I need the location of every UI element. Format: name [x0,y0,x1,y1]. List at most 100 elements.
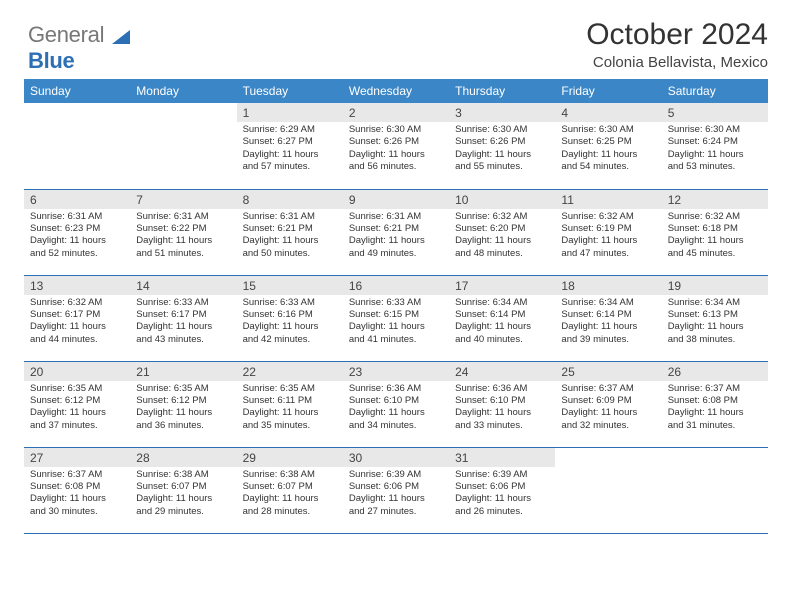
logo-text-blue: Blue [28,48,74,73]
calendar-day-cell: 16Sunrise: 6:33 AMSunset: 6:15 PMDayligh… [343,275,449,361]
day-details: Sunrise: 6:32 AMSunset: 6:20 PMDaylight:… [449,209,555,264]
calendar-day-cell: 15Sunrise: 6:33 AMSunset: 6:16 PMDayligh… [237,275,343,361]
day-details: Sunrise: 6:34 AMSunset: 6:13 PMDaylight:… [662,295,768,350]
day-number: 12 [662,190,768,209]
weekday-header: Sunday [24,79,130,103]
daylight-text: Daylight: 11 hours and 42 minutes. [243,321,337,346]
day-number: 20 [24,362,130,381]
calendar-day-cell: 24Sunrise: 6:36 AMSunset: 6:10 PMDayligh… [449,361,555,447]
sunset-text: Sunset: 6:25 PM [561,136,655,148]
daylight-text: Daylight: 11 hours and 30 minutes. [30,493,124,518]
daylight-text: Daylight: 11 hours and 40 minutes. [455,321,549,346]
sunset-text: Sunset: 6:10 PM [349,395,443,407]
day-number: 16 [343,276,449,295]
day-details: Sunrise: 6:30 AMSunset: 6:25 PMDaylight:… [555,122,661,177]
calendar-day-cell: 5Sunrise: 6:30 AMSunset: 6:24 PMDaylight… [662,103,768,189]
sunrise-text: Sunrise: 6:31 AM [30,211,124,223]
sunrise-text: Sunrise: 6:31 AM [136,211,230,223]
day-details: Sunrise: 6:36 AMSunset: 6:10 PMDaylight:… [449,381,555,436]
daylight-text: Daylight: 11 hours and 36 minutes. [136,407,230,432]
daylight-text: Daylight: 11 hours and 28 minutes. [243,493,337,518]
sunset-text: Sunset: 6:17 PM [30,309,124,321]
day-details: Sunrise: 6:35 AMSunset: 6:12 PMDaylight:… [24,381,130,436]
sunrise-text: Sunrise: 6:37 AM [668,383,762,395]
sunset-text: Sunset: 6:12 PM [136,395,230,407]
weekday-header: Friday [555,79,661,103]
day-number: 8 [237,190,343,209]
calendar-day-cell: 27Sunrise: 6:37 AMSunset: 6:08 PMDayligh… [24,447,130,533]
calendar-day-cell: 3Sunrise: 6:30 AMSunset: 6:26 PMDaylight… [449,103,555,189]
day-number: 27 [24,448,130,467]
day-number: 5 [662,103,768,122]
sunset-text: Sunset: 6:26 PM [349,136,443,148]
day-details: Sunrise: 6:39 AMSunset: 6:06 PMDaylight:… [343,467,449,522]
calendar-day-cell: 26Sunrise: 6:37 AMSunset: 6:08 PMDayligh… [662,361,768,447]
day-number: 9 [343,190,449,209]
sunrise-text: Sunrise: 6:36 AM [455,383,549,395]
day-details: Sunrise: 6:37 AMSunset: 6:08 PMDaylight:… [662,381,768,436]
day-number: 25 [555,362,661,381]
sunset-text: Sunset: 6:17 PM [136,309,230,321]
sunrise-text: Sunrise: 6:33 AM [136,297,230,309]
sunset-text: Sunset: 6:22 PM [136,223,230,235]
sunrise-text: Sunrise: 6:29 AM [243,124,337,136]
day-number: 23 [343,362,449,381]
sunrise-text: Sunrise: 6:39 AM [349,469,443,481]
calendar-day-cell: 25Sunrise: 6:37 AMSunset: 6:09 PMDayligh… [555,361,661,447]
day-details: Sunrise: 6:39 AMSunset: 6:06 PMDaylight:… [449,467,555,522]
sunrise-text: Sunrise: 6:37 AM [30,469,124,481]
day-details: Sunrise: 6:38 AMSunset: 6:07 PMDaylight:… [130,467,236,522]
calendar-day-cell [24,103,130,189]
calendar-day-cell: 19Sunrise: 6:34 AMSunset: 6:13 PMDayligh… [662,275,768,361]
calendar-day-cell: 7Sunrise: 6:31 AMSunset: 6:22 PMDaylight… [130,189,236,275]
day-number: 15 [237,276,343,295]
page-header: October 2024 Colonia Bellavista, Mexico [24,18,768,71]
sunrise-text: Sunrise: 6:34 AM [561,297,655,309]
logo-triangle-icon [112,30,130,44]
sunrise-text: Sunrise: 6:30 AM [349,124,443,136]
sunrise-text: Sunrise: 6:34 AM [455,297,549,309]
day-number: 30 [343,448,449,467]
daylight-text: Daylight: 11 hours and 38 minutes. [668,321,762,346]
sunrise-text: Sunrise: 6:33 AM [243,297,337,309]
daylight-text: Daylight: 11 hours and 31 minutes. [668,407,762,432]
daylight-text: Daylight: 11 hours and 27 minutes. [349,493,443,518]
sunset-text: Sunset: 6:19 PM [561,223,655,235]
sunrise-text: Sunrise: 6:37 AM [561,383,655,395]
sunset-text: Sunset: 6:13 PM [668,309,762,321]
sunset-text: Sunset: 6:08 PM [668,395,762,407]
sunset-text: Sunset: 6:14 PM [455,309,549,321]
sunrise-text: Sunrise: 6:31 AM [243,211,337,223]
sunrise-text: Sunrise: 6:35 AM [136,383,230,395]
weekday-header: Monday [130,79,236,103]
sunset-text: Sunset: 6:21 PM [243,223,337,235]
sunrise-text: Sunrise: 6:33 AM [349,297,443,309]
sunset-text: Sunset: 6:24 PM [668,136,762,148]
day-number: 19 [662,276,768,295]
sunrise-text: Sunrise: 6:38 AM [243,469,337,481]
daylight-text: Daylight: 11 hours and 49 minutes. [349,235,443,260]
sunrise-text: Sunrise: 6:35 AM [243,383,337,395]
calendar-day-cell: 2Sunrise: 6:30 AMSunset: 6:26 PMDaylight… [343,103,449,189]
day-details: Sunrise: 6:31 AMSunset: 6:21 PMDaylight:… [237,209,343,264]
sunset-text: Sunset: 6:10 PM [455,395,549,407]
calendar-week-row: 13Sunrise: 6:32 AMSunset: 6:17 PMDayligh… [24,275,768,361]
sunset-text: Sunset: 6:26 PM [455,136,549,148]
calendar-day-cell: 13Sunrise: 6:32 AMSunset: 6:17 PMDayligh… [24,275,130,361]
sunset-text: Sunset: 6:27 PM [243,136,337,148]
day-number: 3 [449,103,555,122]
day-details: Sunrise: 6:31 AMSunset: 6:22 PMDaylight:… [130,209,236,264]
sunset-text: Sunset: 6:20 PM [455,223,549,235]
calendar-day-cell: 18Sunrise: 6:34 AMSunset: 6:14 PMDayligh… [555,275,661,361]
calendar-day-cell: 28Sunrise: 6:38 AMSunset: 6:07 PMDayligh… [130,447,236,533]
calendar-week-row: 27Sunrise: 6:37 AMSunset: 6:08 PMDayligh… [24,447,768,533]
daylight-text: Daylight: 11 hours and 56 minutes. [349,149,443,174]
day-number: 21 [130,362,236,381]
day-number: 7 [130,190,236,209]
daylight-text: Daylight: 11 hours and 48 minutes. [455,235,549,260]
sunrise-text: Sunrise: 6:35 AM [30,383,124,395]
daylight-text: Daylight: 11 hours and 47 minutes. [561,235,655,260]
calendar-day-cell: 8Sunrise: 6:31 AMSunset: 6:21 PMDaylight… [237,189,343,275]
sunrise-text: Sunrise: 6:30 AM [455,124,549,136]
day-number: 18 [555,276,661,295]
